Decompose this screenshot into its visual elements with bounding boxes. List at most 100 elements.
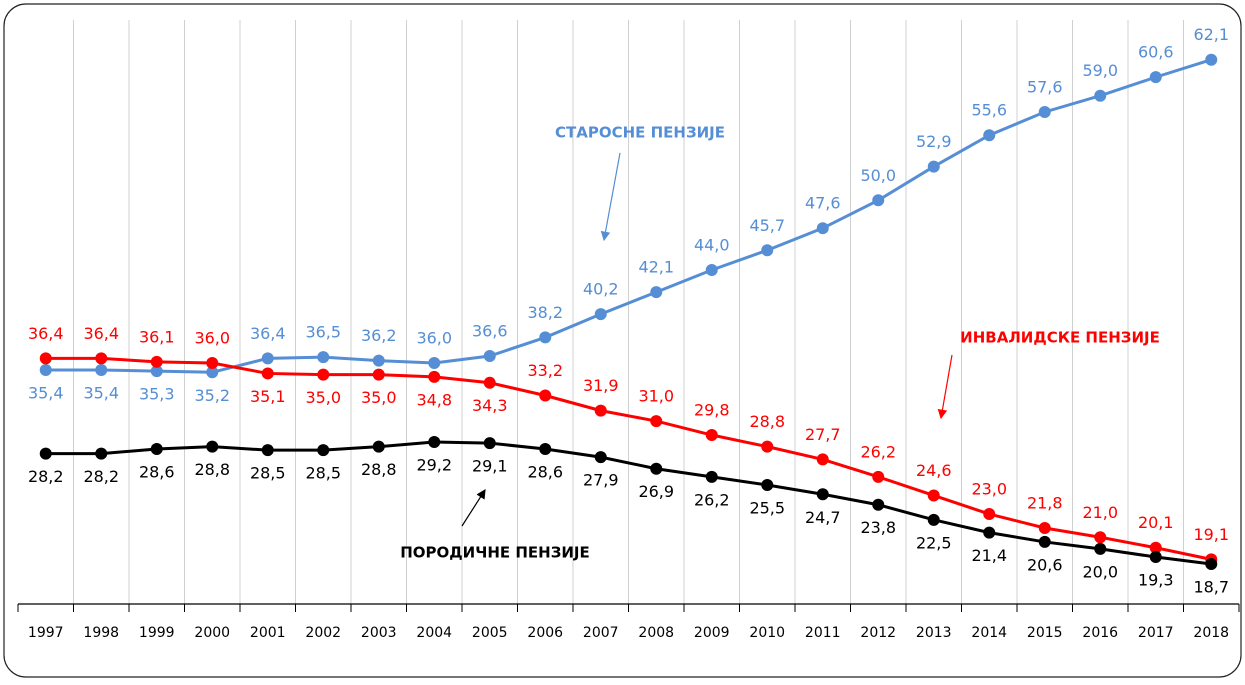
annotation: СТАРОСНЕ ПЕНЗИЈЕ: [555, 124, 725, 142]
data-point: [816, 222, 829, 235]
data-point: [594, 451, 607, 464]
data-point: [1038, 105, 1051, 118]
data-point: [1149, 541, 1162, 554]
x-tick-label: 2000: [194, 625, 230, 641]
data-point: [206, 440, 219, 453]
x-tick-label: 2001: [250, 625, 286, 641]
data-label: 31,0: [638, 387, 674, 406]
data-point: [1038, 521, 1051, 534]
data-point: [39, 363, 52, 376]
data-label: 24,6: [916, 461, 952, 480]
series-line: [45, 356, 1212, 561]
data-label: 36,0: [194, 328, 230, 347]
x-tick-label: 2010: [749, 625, 785, 641]
x-tick-label: 1999: [139, 625, 175, 641]
annotation-arrow: [461, 488, 486, 527]
data-point: [1205, 558, 1218, 571]
data-point: [927, 513, 940, 526]
data-label: 19,3: [1138, 571, 1174, 590]
data-point: [1094, 531, 1107, 544]
x-tick-label: 1997: [28, 625, 64, 641]
series-line: [45, 440, 1212, 566]
series-line: [45, 58, 1212, 374]
data-label: 60,6: [1138, 43, 1174, 62]
data-point: [428, 356, 441, 369]
data-label: 28,8: [749, 412, 785, 431]
data-label: 23,0: [971, 480, 1007, 499]
data-label: 28,8: [194, 460, 230, 479]
data-label: 50,0: [860, 166, 896, 185]
x-tick-label: 2018: [1193, 625, 1229, 641]
x-tick-label: 2009: [694, 625, 730, 641]
data-point: [539, 331, 552, 344]
data-point: [206, 356, 219, 369]
data-point: [872, 498, 885, 511]
data-point: [483, 437, 496, 450]
data-label: 24,7: [805, 508, 841, 527]
data-point: [650, 286, 663, 299]
data-label: 21,8: [1027, 493, 1063, 512]
data-label: 26,2: [860, 442, 896, 461]
data-point: [539, 442, 552, 455]
data-label: 27,7: [805, 425, 841, 444]
data-point: [872, 470, 885, 483]
data-point: [483, 376, 496, 389]
data-label: 27,9: [583, 471, 619, 490]
data-point: [1038, 535, 1051, 548]
data-point: [428, 435, 441, 448]
x-tick-label: 2015: [1027, 625, 1063, 641]
x-tick-label: 1998: [83, 625, 119, 641]
data-point: [95, 363, 108, 376]
data-label: 28,6: [139, 462, 175, 481]
data-label: 35,1: [250, 387, 286, 406]
data-label: 62,1: [1193, 25, 1229, 44]
data-point: [816, 453, 829, 466]
data-point: [1149, 551, 1162, 564]
data-point: [206, 366, 219, 379]
data-label: 35,3: [139, 385, 175, 404]
data-label: 47,6: [805, 194, 841, 213]
data-point: [816, 488, 829, 501]
data-label: 36,5: [305, 323, 341, 342]
data-point: [150, 442, 163, 455]
data-label: 20,1: [1138, 513, 1174, 532]
data-point: [150, 365, 163, 378]
data-label: 23,8: [860, 518, 896, 537]
data-label: 35,4: [83, 383, 119, 402]
data-point: [428, 370, 441, 383]
data-point: [317, 368, 330, 381]
data-label: 28,2: [83, 467, 119, 486]
x-tick-label: 2014: [971, 625, 1007, 641]
data-label: 20,0: [1082, 562, 1118, 581]
data-label: 31,9: [583, 376, 619, 395]
data-label: 36,0: [416, 328, 452, 347]
data-point: [1205, 53, 1218, 66]
data-point: [372, 440, 385, 453]
annotation-arrow: [600, 152, 621, 242]
x-tick-label: 2006: [527, 625, 563, 641]
data-label: 18,7: [1193, 578, 1229, 597]
data-point: [761, 478, 774, 491]
x-tick-label: 2011: [805, 625, 841, 641]
data-label: 38,2: [527, 303, 563, 322]
data-label: 28,2: [28, 467, 64, 486]
data-label: 36,4: [83, 324, 119, 343]
data-label: 34,8: [416, 390, 452, 409]
data-label: 45,7: [749, 216, 785, 235]
data-label: 36,2: [361, 326, 397, 345]
data-point: [594, 404, 607, 417]
data-point: [261, 444, 274, 457]
data-label: 36,1: [139, 327, 175, 346]
x-tick-label: 2017: [1138, 625, 1174, 641]
data-point: [650, 415, 663, 428]
data-label: 34,3: [472, 396, 508, 415]
data-label: 28,5: [305, 464, 341, 483]
data-point: [705, 470, 718, 483]
data-label: 28,5: [250, 464, 286, 483]
data-point: [594, 308, 607, 321]
x-tick-label: 2013: [916, 625, 952, 641]
data-point: [39, 447, 52, 460]
data-label: 40,2: [583, 280, 619, 299]
x-tick-label: 2004: [416, 625, 452, 641]
